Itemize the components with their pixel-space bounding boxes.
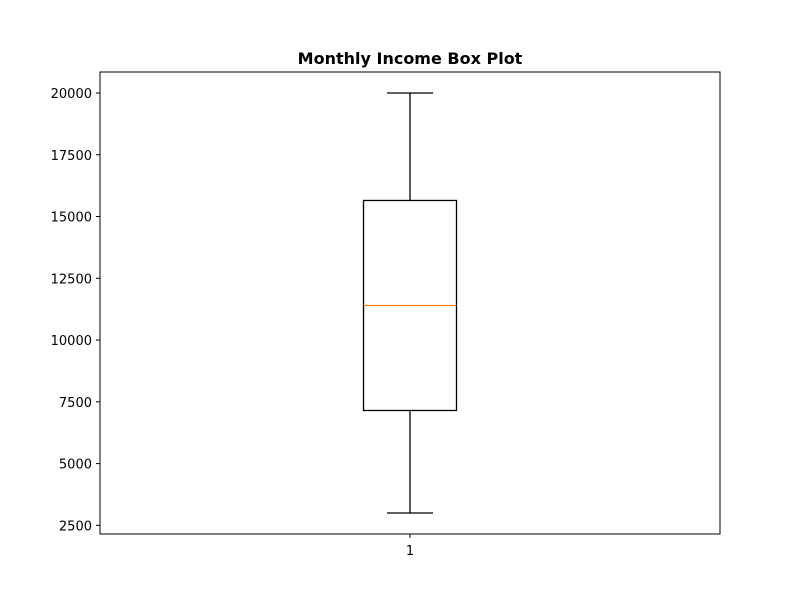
y-tick-label: 7500 bbox=[59, 396, 92, 411]
x-tick-label: 1 bbox=[406, 544, 414, 559]
x-axis: 1 bbox=[406, 534, 414, 559]
y-tick-label: 17500 bbox=[51, 149, 92, 164]
y-tick-label: 10000 bbox=[51, 334, 92, 349]
y-tick-label: 12500 bbox=[51, 272, 92, 287]
y-tick-label: 5000 bbox=[59, 458, 92, 473]
box-1 bbox=[362, 92, 458, 514]
chart-title: Monthly Income Box Plot bbox=[298, 49, 523, 68]
y-tick-label: 20000 bbox=[51, 87, 92, 102]
box-series bbox=[362, 92, 458, 514]
y-axis: 2500 5000 7500 10000 12500 15000 17500 20000 bbox=[51, 87, 100, 534]
y-tick-label: 15000 bbox=[51, 211, 92, 226]
y-tick-label: 2500 bbox=[59, 519, 92, 534]
